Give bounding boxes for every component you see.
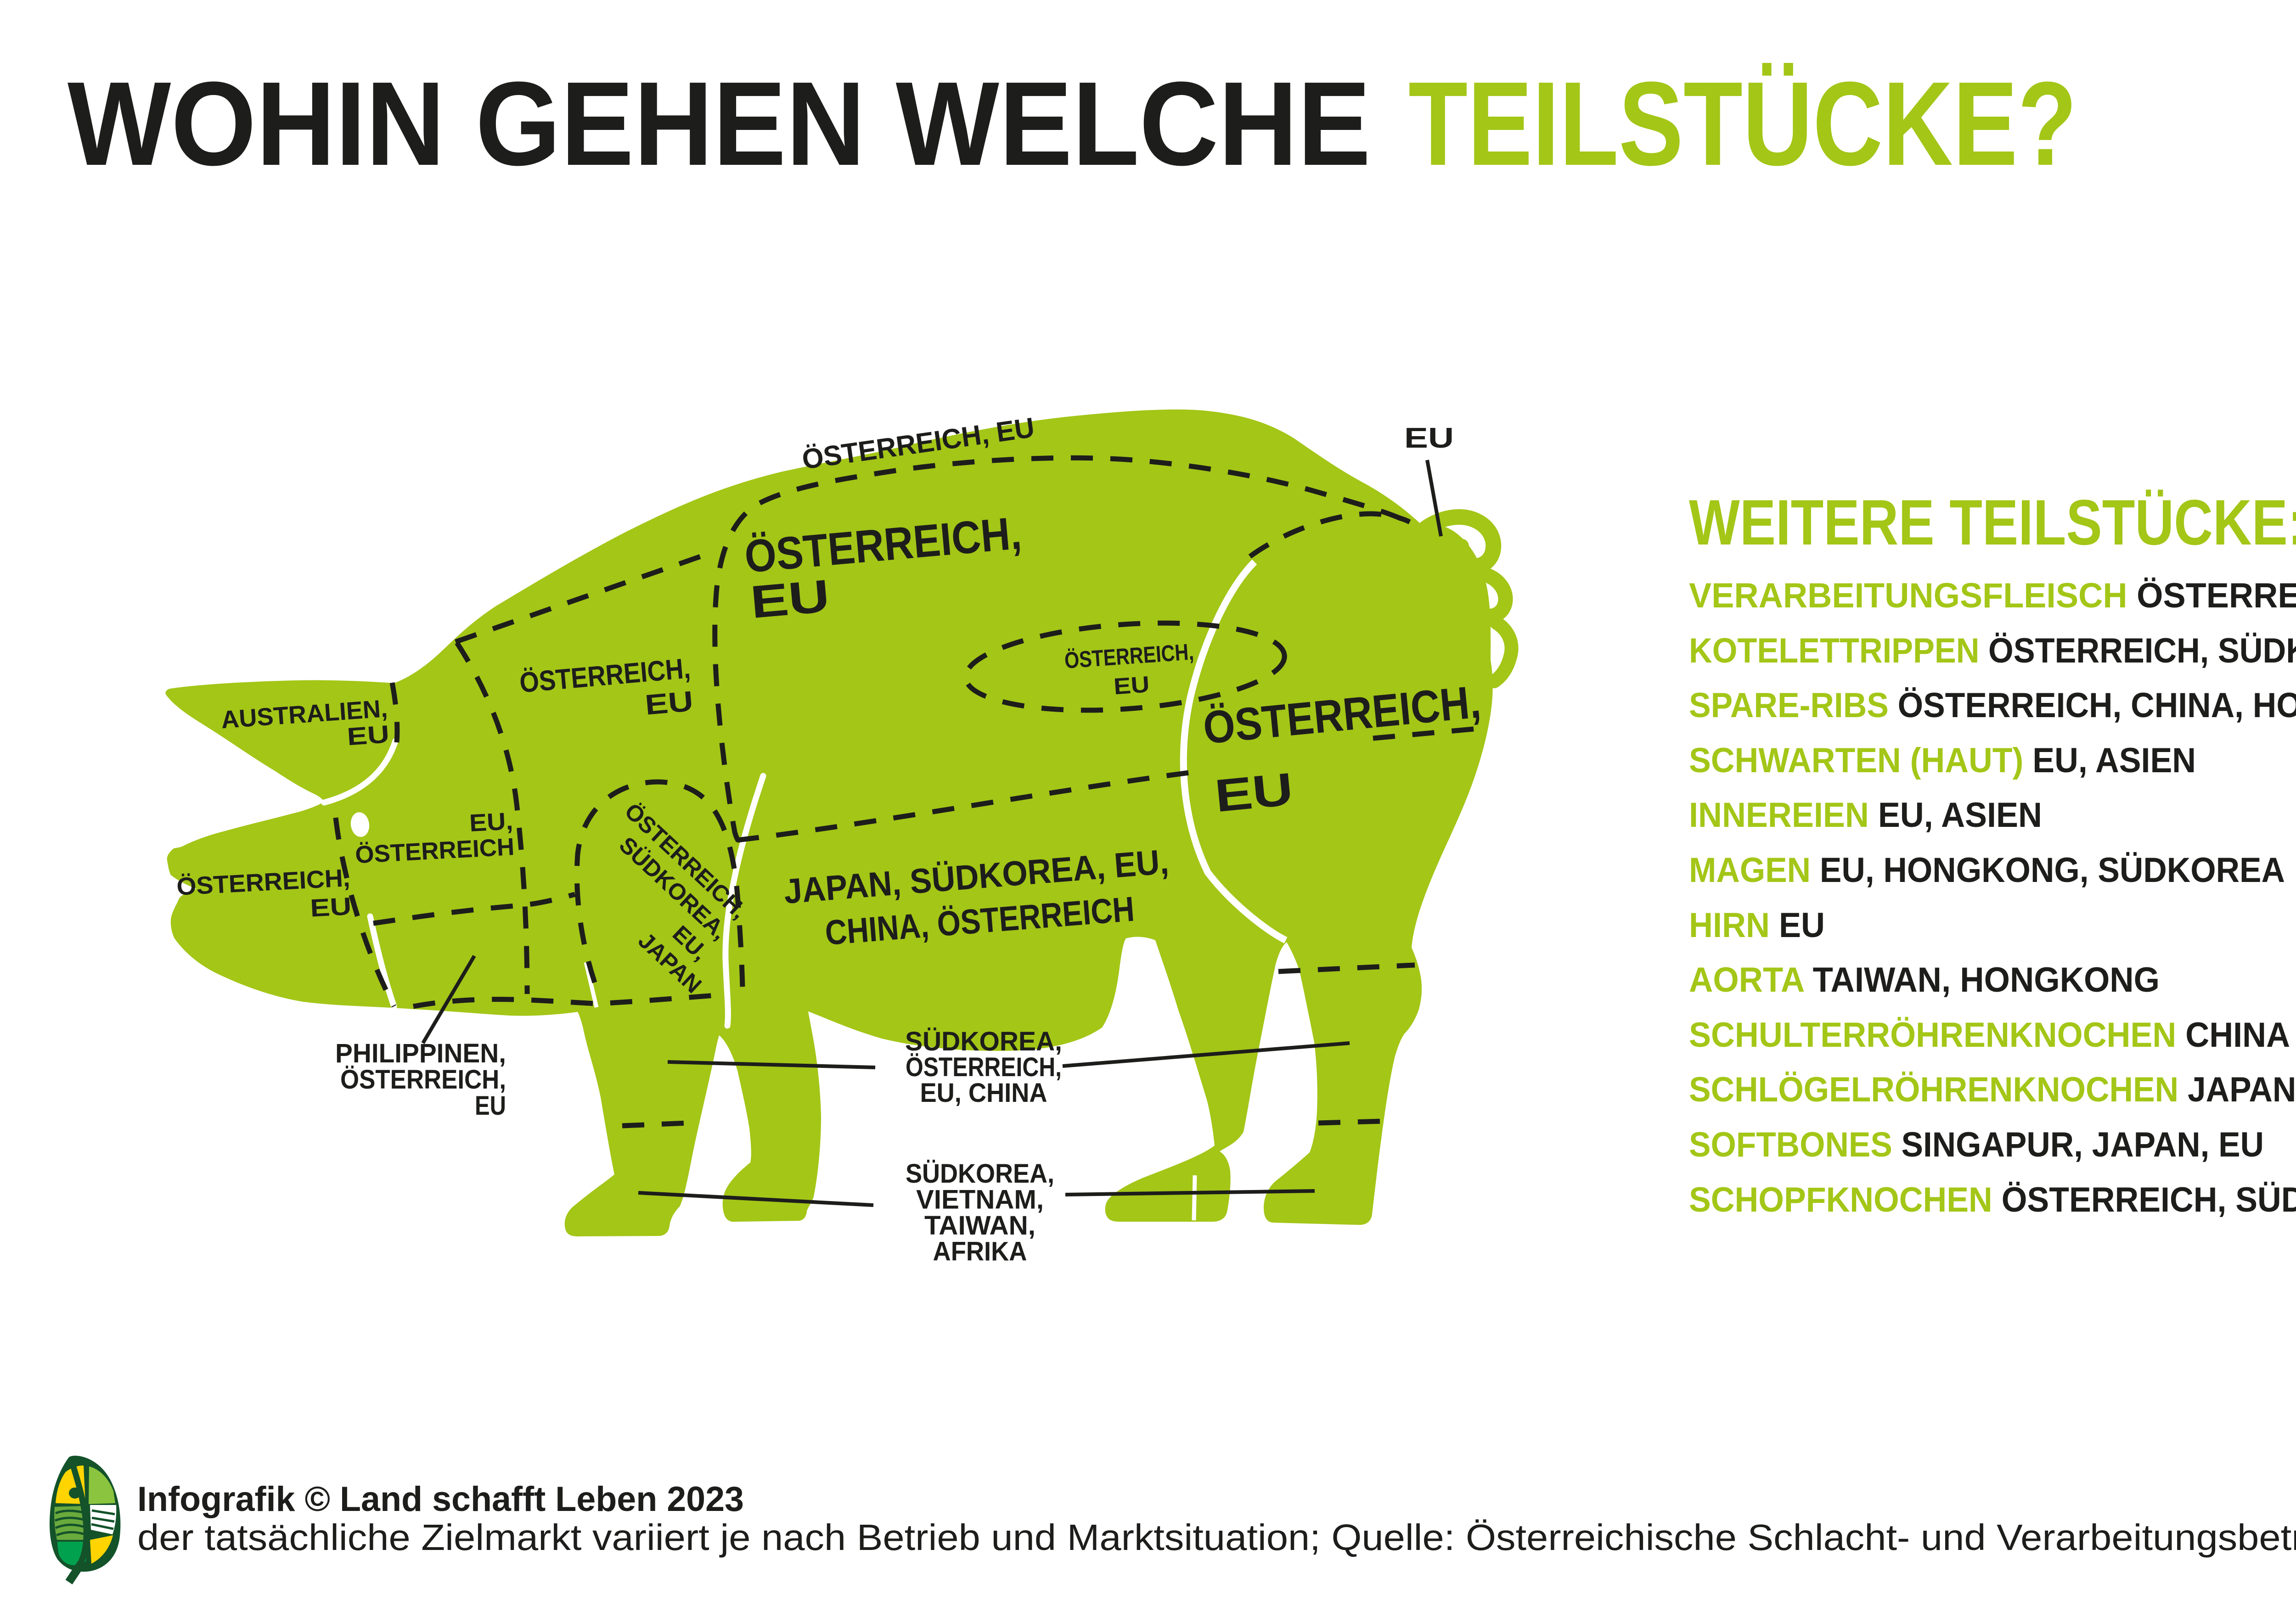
svg-text:KOTELETTRIPPEN ÖSTERREICH, SÜD: KOTELETTRIPPEN ÖSTERREICH, SÜDKOREA [1689,631,2296,670]
svg-text:WOHIN GEHEN WELCHE: WOHIN GEHEN WELCHE [68,57,1371,191]
svg-text:Infografik © Land schafft Lebe: Infografik © Land schafft Leben 2023 [137,1480,744,1519]
svg-text:SCHWARTEN (HAUT) EU, ASIEN: SCHWARTEN (HAUT) EU, ASIEN [1689,741,2196,780]
svg-text:EU: EU [644,685,695,721]
svg-text:VIETNAM,: VIETNAM, [916,1185,1044,1215]
svg-text:AORTA TAIWAN, HONGKONG: AORTA TAIWAN, HONGKONG [1689,960,2160,999]
svg-text:AFRIKA: AFRIKA [933,1237,1027,1267]
svg-text:der tatsächliche Zielmarkt var: der tatsächliche Zielmarkt variiert je n… [137,1517,2296,1558]
svg-text:TEILSTÜCKE?: TEILSTÜCKE? [1408,57,2077,191]
svg-text:EU: EU [1404,422,1454,454]
svg-text:EU, CHINA: EU, CHINA [920,1078,1047,1108]
svg-text:SÜDKOREA,: SÜDKOREA, [905,1027,1062,1056]
svg-text:MAGEN EU, HONGKONG, SÜDKOREA: MAGEN EU, HONGKONG, SÜDKOREA [1689,851,2285,890]
svg-text:EU: EU [748,570,832,629]
svg-text:EU: EU [1213,763,1295,822]
svg-text:INNEREIEN EU, ASIEN: INNEREIEN EU, ASIEN [1689,796,2042,835]
svg-text:SCHLÖGELRÖHRENKNOCHEN JAPAN, C: SCHLÖGELRÖHRENKNOCHEN JAPAN, CHINA [1689,1070,2296,1109]
svg-text:EU: EU [346,720,390,751]
svg-text:EU: EU [310,893,352,922]
svg-text:HIRN EU: HIRN EU [1689,906,1825,945]
svg-text:SCHULTERRÖHRENKNOCHEN CHINA: SCHULTERRÖHRENKNOCHEN CHINA [1689,1016,2290,1055]
svg-text:EU,: EU, [469,808,514,837]
svg-text:PHILIPPINEN,: PHILIPPINEN, [335,1039,506,1068]
svg-text:ÖSTERREICH,: ÖSTERREICH, [906,1052,1062,1082]
svg-text:SÜDKOREA,: SÜDKOREA, [906,1159,1054,1189]
svg-text:EU: EU [1113,671,1150,699]
svg-text:EU: EU [475,1091,506,1121]
svg-text:SCHOPFKNOCHEN ÖSTERREICH, SÜDK: SCHOPFKNOCHEN ÖSTERREICH, SÜDKOREA, CHIN… [1689,1180,2296,1219]
svg-text:TAIWAN,: TAIWAN, [924,1211,1035,1241]
svg-text:ÖSTERREICH,: ÖSTERREICH, [340,1065,506,1095]
svg-text:SOFTBONES SINGAPUR, JAPAN, EU: SOFTBONES SINGAPUR, JAPAN, EU [1689,1125,2264,1164]
svg-text:VERARBEITUNGSFLEISCH ÖSTERREIC: VERARBEITUNGSFLEISCH ÖSTERREICH, EU [1689,576,2296,615]
svg-text:SPARE-RIBS ÖSTERREICH, CHINA,: SPARE-RIBS ÖSTERREICH, CHINA, HONGKONG [1689,686,2296,725]
svg-text:WEITERE TEILSTÜCKE:: WEITERE TEILSTÜCKE: [1689,486,2296,558]
